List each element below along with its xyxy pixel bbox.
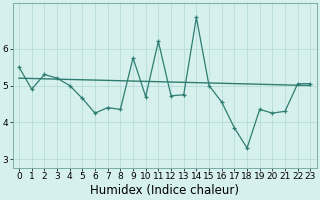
X-axis label: Humidex (Indice chaleur): Humidex (Indice chaleur) — [90, 184, 239, 197]
